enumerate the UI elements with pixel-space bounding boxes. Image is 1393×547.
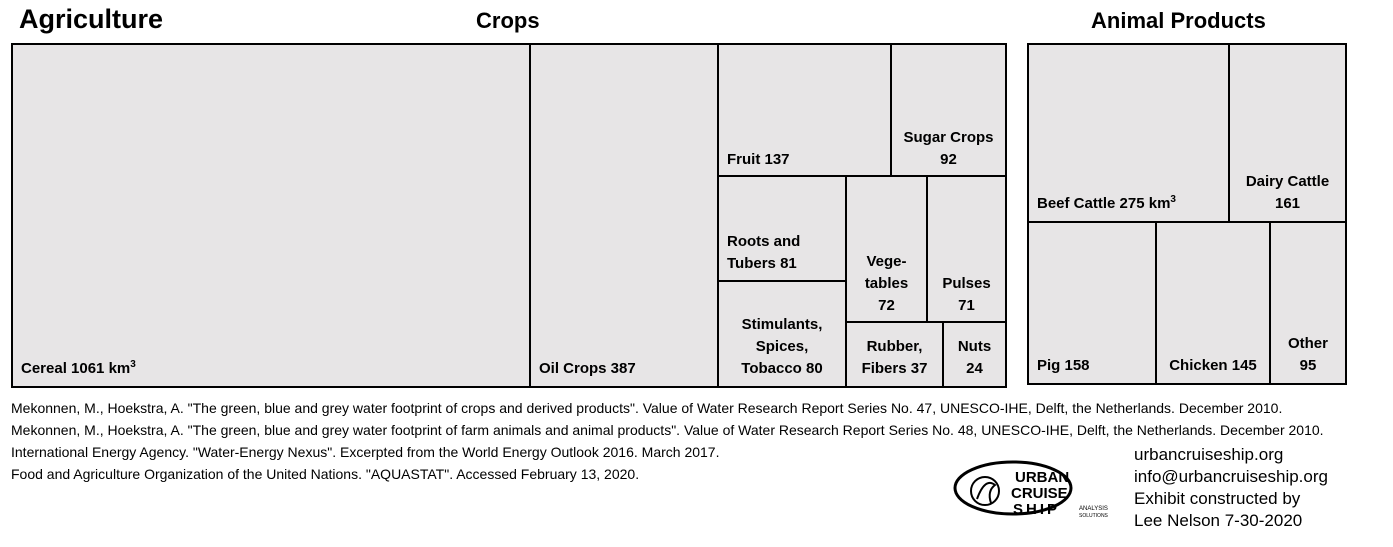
email-link[interactable]: info@urbancruiseship.org [1134, 467, 1328, 486]
svg-text:SHIP: SHIP [1013, 501, 1060, 518]
urban-cruise-ship-logo: URBAN CRUISE SHIP ANALYSIS SOLUTIONS [953, 460, 1109, 519]
agriculture-title: Agriculture [19, 4, 164, 34]
treemap-cell-fruit: Fruit 137 [717, 45, 890, 175]
treemap-label-sugar-crops: Sugar Crops 92 [903, 129, 994, 168]
treemap-label-cereal: Cereal 1061 km3 [21, 359, 136, 378]
source-line: Mekonnen, M., Hoekstra, A. "The green, b… [11, 400, 1283, 416]
svg-text:SOLUTIONS: SOLUTIONS [1079, 513, 1109, 519]
source-line: International Energy Agency. "Water-Ener… [11, 444, 720, 460]
treemap-cell-rubber-fibers: Rubber, Fibers 37 [845, 321, 942, 386]
sources-list: Mekonnen, M., Hoekstra, A. "The green, b… [11, 397, 1324, 485]
treemap-label-fruit: Fruit 137 [727, 151, 790, 168]
treemap-label-chicken: Chicken 145 [1169, 357, 1257, 374]
treemap-label-stimulants-spices-tobacco: Stimulants, Spices, Tobacco 80 [741, 316, 823, 377]
treemap-label-pig: Pig 158 [1037, 357, 1090, 374]
contact-block: urbancruiseship.org info@urbancruiseship… [1134, 444, 1328, 532]
treemap-cell-dairy-cattle: Dairy Cattle 161 [1228, 45, 1345, 221]
treemap-cell-vegetables: Vege-tables 72 [845, 175, 926, 321]
treemap-cell-nuts: Nuts 24 [942, 321, 1005, 386]
author-date: Lee Nelson 7-30-2020 [1134, 511, 1303, 530]
source-line: Food and Agriculture Organization of the… [11, 466, 640, 482]
treemap-label-other: Other 95 [1287, 335, 1328, 374]
crops-treemap: Cereal 1061 km3 Oil Crops 387 Fruit 137 Sug… [11, 43, 1007, 388]
treemap-label-beef-cattle: Beef Cattle 275 km3 [1037, 194, 1176, 213]
animal-products-treemap: Beef Cattle 275 km3 Dairy Cattle 161 Pig 15… [1027, 43, 1347, 385]
treemap-cell-oil-crops: Oil Crops 387 [529, 45, 717, 386]
animal-products-title: Animal Products [1091, 8, 1266, 33]
source-line: Mekonnen, M., Hoekstra, A. "The green, b… [11, 422, 1324, 438]
treemap-cell-pulses: Pulses 71 [926, 175, 1005, 321]
treemap-cell-other: Other 95 [1269, 221, 1345, 383]
treemap-label-pulses: Pulses 71 [942, 275, 991, 314]
treemap-label-dairy-cattle: Dairy Cattle 161 [1245, 173, 1330, 212]
svg-text:ANALYSIS: ANALYSIS [1079, 506, 1108, 512]
treemap-label-rubber-fibers: Rubber, Fibers 37 [861, 338, 928, 377]
svg-text:URBAN: URBAN [1015, 469, 1069, 486]
crops-title: Crops [476, 8, 540, 33]
treemap-cell-roots-and-tubers: Roots and Tubers 81 [717, 175, 845, 280]
website-link[interactable]: urbancruiseship.org [1134, 445, 1284, 464]
treemap-label-roots-and-tubers: Roots and Tubers 81 [727, 233, 801, 272]
treemap-label-oil-crops: Oil Crops 387 [539, 360, 636, 377]
credit-line: Exhibit constructed by [1134, 489, 1301, 508]
treemap-cell-sugar-crops: Sugar Crops 92 [890, 45, 1005, 175]
treemap-cell-pig: Pig 158 [1029, 221, 1155, 383]
svg-text:CRUISE: CRUISE [1011, 485, 1068, 502]
treemap-label-nuts: Nuts 24 [957, 338, 992, 377]
treemap-cell-stimulants-spices-tobacco: Stimulants, Spices, Tobacco 80 [717, 280, 845, 386]
treemap-label-vegetables: Vege-tables 72 [864, 253, 909, 314]
treemap-cell-cereal: Cereal 1061 km3 [13, 45, 529, 386]
treemap-cell-beef-cattle: Beef Cattle 275 km3 [1029, 45, 1228, 221]
treemap-cell-chicken: Chicken 145 [1155, 221, 1269, 383]
